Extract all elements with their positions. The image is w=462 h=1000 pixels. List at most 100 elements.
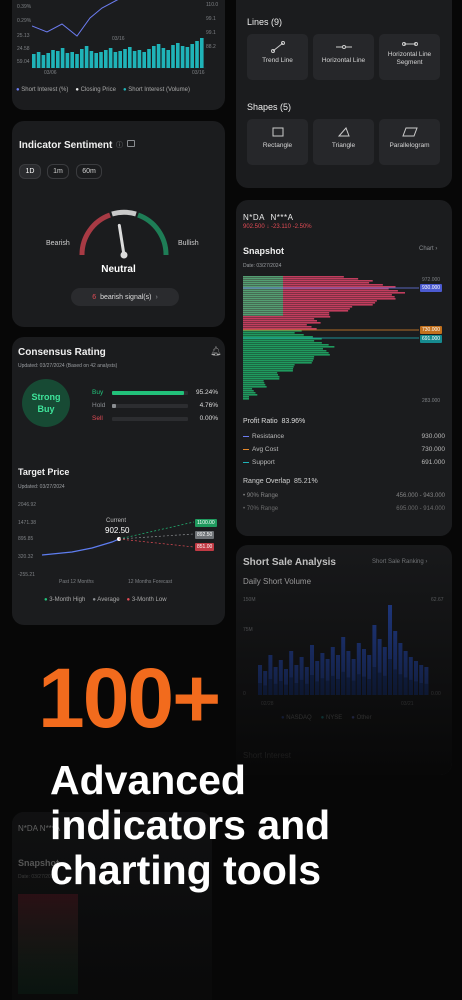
ghost-distribution <box>18 894 78 994</box>
x-label: 12 Months Forecast <box>128 579 173 585</box>
distribution-bar <box>243 286 396 288</box>
distribution-bar <box>243 356 315 358</box>
distribution-bar-profit <box>243 290 283 292</box>
volume-bar <box>41 55 46 68</box>
distribution-bar <box>243 304 373 306</box>
tool-label: Horizontal Line Segment <box>387 51 432 66</box>
tool-label: Horizontal Line <box>321 57 366 64</box>
target-updated: Updated: 03/27/2024 <box>18 484 65 490</box>
tab-60m[interactable]: 60m <box>76 164 102 179</box>
volume-bar <box>128 47 132 68</box>
legend-swatch <box>243 435 249 438</box>
distribution-bar <box>243 296 395 298</box>
short-volume-bar-base <box>388 659 392 695</box>
distribution-bar <box>243 334 304 336</box>
volume-bar <box>161 48 166 68</box>
distribution-bar <box>243 374 279 376</box>
profit-ratio: Profit Ratio 83.96% <box>243 418 306 425</box>
snapshot-row: Support 691.000 <box>243 459 445 466</box>
rating-pct: 4.76% <box>199 402 218 409</box>
horizontal-segment-tool[interactable]: Horizontal Line Segment <box>379 34 440 80</box>
short-interest-chart <box>32 0 206 69</box>
volume-bar <box>156 44 161 68</box>
y-label: 24.58 <box>17 46 30 52</box>
distribution-bar <box>243 352 329 354</box>
x-label: 03/06 <box>44 70 57 76</box>
distribution-bar <box>243 394 258 396</box>
short-sale-card: Short Sale Analysis Short Sale Ranking ›… <box>236 545 452 775</box>
distribution-bar <box>243 300 377 302</box>
distribution-bar <box>243 398 249 400</box>
y-label-right: 62.67 <box>431 597 444 603</box>
chart-legend: ● Short Interest (%) ● Closing Price ● S… <box>16 87 190 93</box>
horizontal-segment-icon <box>401 42 418 46</box>
short-volume-bar-base <box>424 683 429 695</box>
short-volume-bar-base <box>320 678 325 695</box>
sentiment-gauge <box>79 209 169 259</box>
y-label-right: 0.00 <box>431 691 441 697</box>
rectangle-tool[interactable]: Rectangle <box>247 119 308 165</box>
consensus-updated: Updated: 03/27/2024 (Based on 42 analyst… <box>18 363 118 369</box>
tool-label: Rectangle <box>262 142 293 149</box>
row-label: Support <box>252 459 275 466</box>
distribution-bar <box>243 348 323 350</box>
y-label: 75M <box>243 627 253 633</box>
y-label: 150M <box>243 597 256 603</box>
trend-line-tool[interactable]: Trend Line <box>247 34 308 80</box>
signal-pill[interactable]: 6 bearish signal(s) › <box>71 288 179 306</box>
x-label: Past 12 Months <box>59 579 94 585</box>
short-volume-bar-base <box>278 681 283 695</box>
short-volume-bar-base <box>414 681 418 695</box>
distribution-bar <box>243 292 405 294</box>
resistance-tag: 930.000 <box>420 284 443 292</box>
triangle-tool[interactable]: Triangle <box>313 119 374 165</box>
avg-cost-tag: 730.000 <box>420 326 443 334</box>
row-label: Avg Cost <box>252 446 279 453</box>
distribution-bar <box>243 324 307 326</box>
headline-text: Advanced indicators and charting tools <box>50 758 330 893</box>
y-label-right: 88.2 <box>206 44 216 50</box>
ticker: N*DA N***A <box>243 213 294 222</box>
info-icon[interactable]: ⓘ <box>116 142 123 149</box>
legend-item: ● Average <box>92 597 120 603</box>
tab-1d[interactable]: 1D <box>19 164 41 179</box>
parallelogram-tool[interactable]: Parallelogram <box>379 119 440 165</box>
legend-item: ● Other <box>351 715 372 721</box>
short-sale-legend: ● NASDAQ ● NYSE ● Other <box>281 715 372 721</box>
distribution-bar <box>243 280 373 282</box>
volume-bar <box>108 48 113 68</box>
calendar-icon[interactable] <box>127 140 135 147</box>
short-volume-bar-base <box>310 675 314 695</box>
chart-link[interactable]: Chart › <box>419 246 438 252</box>
volume-bar <box>200 38 204 68</box>
rating-row: Hold 4.76% <box>92 402 218 412</box>
sentiment-state: Neutral <box>101 264 136 275</box>
distribution-bar <box>243 332 295 334</box>
legend-item: ● Closing Price <box>75 87 116 93</box>
short-volume-bar-base <box>408 679 413 695</box>
volume-bar <box>180 46 185 68</box>
short-interest-card: 0.39% 0.29% 25.13 24.58 59.04 110.0 99.1… <box>12 0 225 110</box>
horizontal-line-tool[interactable]: Horizontal Line <box>313 34 374 80</box>
support-tag: 691.000 <box>420 335 443 343</box>
volume-bar <box>99 52 103 68</box>
tool-label: Parallelogram <box>389 142 430 149</box>
distribution-bar <box>243 370 293 372</box>
distribution-bar-profit <box>243 282 283 284</box>
short-volume-bar-base <box>273 683 278 695</box>
distribution-bar <box>243 372 278 374</box>
tab-1m[interactable]: 1m <box>47 164 69 179</box>
headline-line: indicators and <box>50 802 331 848</box>
target-price-chart <box>42 521 195 556</box>
short-volume-bar-base <box>356 674 361 695</box>
short-sale-ranking-link[interactable]: Short Sale Ranking › <box>372 559 428 565</box>
volume-bar <box>60 48 65 68</box>
volume-bar <box>84 46 89 68</box>
trend-line-icon <box>270 41 285 53</box>
distribution-bar <box>243 386 267 388</box>
distribution-bar <box>243 284 383 286</box>
x-label: 03/16 <box>192 70 205 76</box>
rating-label: Sell <box>92 415 103 422</box>
bell-icon[interactable]: 🔔︎ <box>210 346 222 356</box>
short-volume-bar-base <box>258 683 262 695</box>
